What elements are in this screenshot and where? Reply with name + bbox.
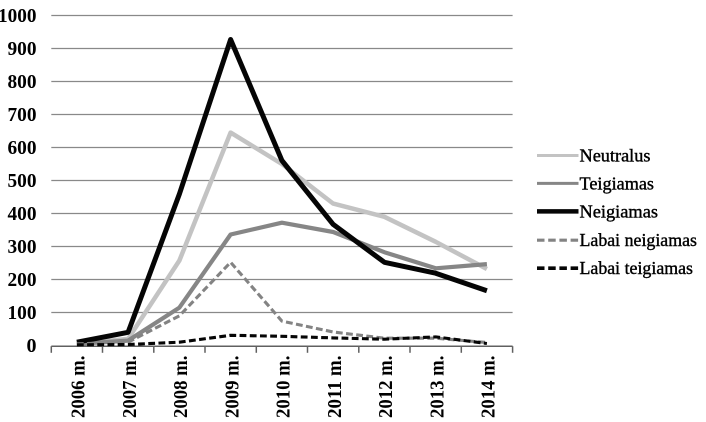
svg-text:700: 700 bbox=[8, 104, 37, 126]
svg-text:200: 200 bbox=[8, 269, 37, 291]
svg-text:2009 m.: 2009 m. bbox=[221, 356, 243, 419]
svg-text:1000: 1000 bbox=[0, 5, 37, 27]
svg-text:300: 300 bbox=[8, 236, 37, 258]
svg-text:Neutralus: Neutralus bbox=[580, 146, 651, 166]
svg-text:2014 m.: 2014 m. bbox=[478, 356, 500, 419]
svg-text:2012 m.: 2012 m. bbox=[375, 356, 397, 419]
svg-text:600: 600 bbox=[8, 137, 37, 159]
svg-text:400: 400 bbox=[8, 203, 37, 225]
svg-text:Teigiamas: Teigiamas bbox=[580, 173, 655, 193]
svg-text:2007 m.: 2007 m. bbox=[119, 356, 141, 419]
svg-text:800: 800 bbox=[8, 71, 37, 93]
svg-text:2008 m.: 2008 m. bbox=[170, 356, 192, 419]
svg-text:2011 m.: 2011 m. bbox=[324, 356, 346, 419]
svg-text:Labai teigiamas: Labai teigiamas bbox=[580, 258, 694, 278]
svg-text:2006 m.: 2006 m. bbox=[68, 356, 90, 419]
svg-text:0: 0 bbox=[27, 335, 37, 357]
svg-text:100: 100 bbox=[8, 302, 37, 324]
svg-text:2010 m.: 2010 m. bbox=[273, 356, 295, 419]
svg-text:2013 m.: 2013 m. bbox=[427, 356, 449, 419]
svg-text:Labai neigiamas: Labai neigiamas bbox=[580, 230, 698, 250]
svg-text:900: 900 bbox=[8, 38, 37, 60]
svg-text:Neigiamas: Neigiamas bbox=[580, 201, 659, 221]
svg-text:500: 500 bbox=[8, 170, 37, 192]
